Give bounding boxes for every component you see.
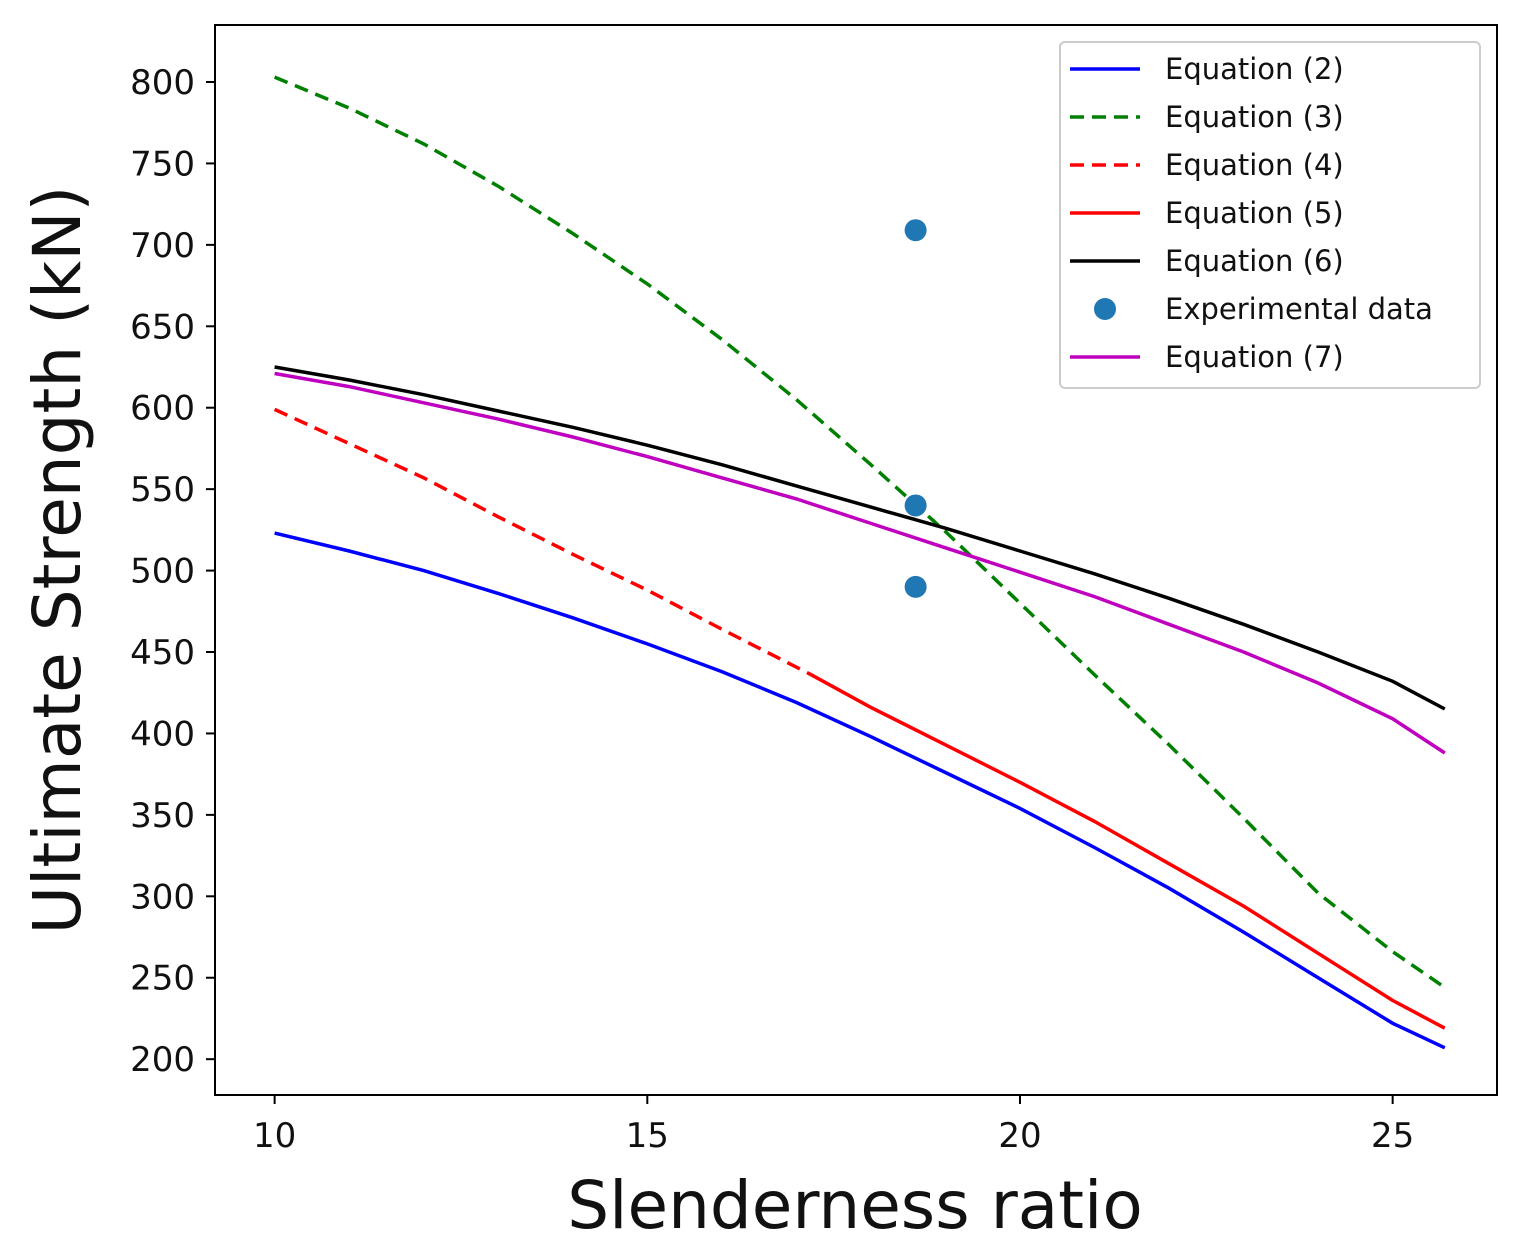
legend-label: Equation (5) — [1165, 196, 1344, 230]
y-tick-label: 750 — [130, 144, 195, 184]
y-tick-label: 700 — [130, 226, 195, 266]
legend-label: Equation (7) — [1165, 340, 1344, 374]
y-tick-label: 650 — [130, 307, 195, 347]
series-layer — [273, 75, 1446, 1050]
equation-7-line — [274, 371, 1446, 755]
legend-label: Equation (2) — [1165, 52, 1344, 86]
equation-3-line — [273, 75, 1446, 989]
experimental-data-point — [904, 494, 927, 517]
y-tick-label: 450 — [130, 633, 195, 673]
y-tick-label: 600 — [130, 389, 195, 429]
experimental-data-point — [904, 575, 927, 598]
x-tick-label: 20 — [998, 1116, 1041, 1156]
equation-4-line — [273, 407, 813, 677]
legend-label: Equation (3) — [1165, 100, 1344, 134]
legend: Equation (2) Equation (3) Equation (4) Equa… — [1059, 41, 1481, 389]
y-tick-label: 500 — [130, 552, 195, 592]
y-tick-label: 300 — [130, 877, 195, 917]
equation-5-line — [810, 673, 1446, 1030]
legend-label: Equation (6) — [1165, 244, 1344, 278]
legend-label: Experimental data — [1165, 292, 1433, 326]
y-tick-label: 800 — [130, 63, 195, 103]
y-tick-label: 550 — [130, 470, 195, 510]
y-tick-label: 350 — [130, 796, 195, 836]
experimental-data-point — [904, 219, 927, 242]
legend-marker — [1094, 298, 1116, 320]
legend-label: Equation (4) — [1165, 148, 1344, 182]
equation-2-line — [274, 531, 1446, 1050]
equation-6-line — [274, 365, 1446, 711]
plot-frame — [214, 24, 1498, 1096]
y-tick-label: 200 — [130, 1040, 195, 1080]
x-tick-label: 10 — [253, 1116, 296, 1156]
x-axis-label: Slenderness ratio — [567, 1167, 1143, 1244]
x-tick-label: 15 — [626, 1116, 669, 1156]
tick-layer: 10 15 20 25 200 250 300 350 400 450 500 550 600 650 70… — [130, 63, 1414, 1156]
legend-box — [1059, 41, 1481, 389]
y-tick-label: 400 — [130, 714, 195, 754]
x-tick-label: 25 — [1371, 1116, 1414, 1156]
y-axis-label: Ultimate Strength (kN) — [19, 186, 96, 935]
y-tick-label: 250 — [130, 959, 195, 999]
